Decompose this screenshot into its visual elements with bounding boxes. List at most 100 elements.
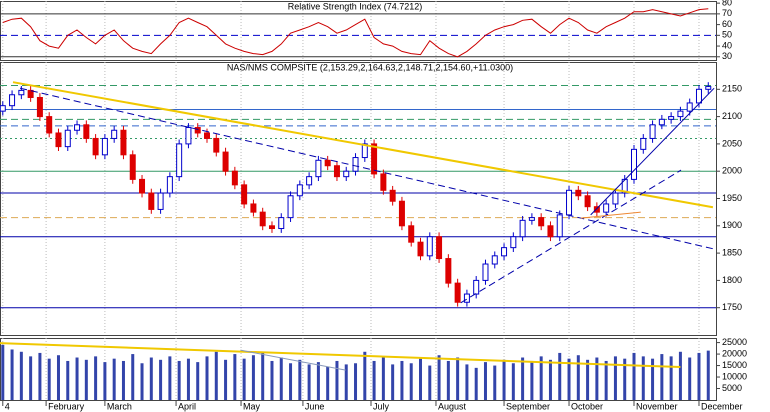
y-tick-label: 2150 (722, 84, 742, 94)
x-tick-label: October (571, 401, 603, 411)
volume-bar (641, 356, 645, 400)
volume-bar (168, 356, 172, 400)
volume-bar (697, 352, 701, 400)
volume-bar (354, 363, 358, 400)
volume-bar (29, 356, 33, 400)
candle-body (603, 203, 610, 213)
candle-body (287, 195, 294, 219)
volume-bar (326, 366, 330, 400)
volume-bar (56, 355, 60, 400)
candle-body (92, 137, 99, 156)
volume-bar (103, 362, 107, 400)
x-tick-label: August (438, 401, 467, 411)
candle-body (83, 124, 90, 139)
volume-bar (632, 352, 636, 400)
trend-line (240, 349, 346, 371)
candle-body (46, 116, 53, 134)
candle-body (268, 225, 275, 230)
volume-bar (548, 359, 552, 400)
volume-bar (706, 350, 710, 400)
y-tick-label: 50 (722, 30, 732, 40)
volume-bar (651, 358, 655, 400)
volume-bar (344, 364, 348, 400)
volume-bar (196, 362, 200, 400)
candle-body (101, 137, 108, 156)
candle-body (55, 132, 62, 148)
candle-body (491, 255, 498, 265)
candle-body (510, 236, 517, 249)
volume-bar (530, 360, 534, 400)
volume-bar (428, 365, 432, 400)
volume-bar (623, 358, 627, 400)
candle-body (463, 293, 470, 303)
volume-bar (186, 358, 190, 400)
x-tick-label: February (48, 401, 85, 411)
candle-body (139, 178, 146, 194)
volume-bar (539, 356, 543, 400)
volume-bar (224, 359, 228, 400)
candle-body (64, 129, 71, 148)
y-tick-label: 1750 (722, 302, 742, 312)
candle-body (640, 137, 647, 150)
volume-bar (335, 360, 339, 400)
candle-body (213, 137, 220, 153)
y-tick-label: 80 (722, 0, 732, 8)
volume-bar (205, 356, 209, 400)
candle-body (120, 129, 127, 156)
volume-bar (576, 355, 580, 400)
y-tick-label: 25000 (722, 337, 747, 347)
candle-body (649, 124, 656, 139)
volume-bar (409, 363, 413, 400)
volume-bar (279, 357, 283, 400)
volume-bar (604, 360, 608, 400)
candle-body (612, 192, 619, 205)
volume-bar (38, 352, 42, 400)
volume-bar (298, 359, 302, 400)
candle-body (417, 241, 424, 257)
candle-body (695, 88, 702, 104)
volume-bar (669, 356, 673, 400)
candle-body (380, 173, 387, 191)
candle-body (556, 214, 563, 238)
candle-body (296, 184, 303, 197)
candle-body (241, 184, 248, 205)
volume-bar (94, 356, 98, 400)
x-tick-label: March (107, 401, 132, 411)
candle-body (18, 89, 25, 96)
candle-body (250, 203, 257, 213)
y-tick-label: 2100 (722, 111, 742, 121)
volume-bar (19, 351, 23, 400)
candle-body (454, 282, 461, 303)
candle-body (194, 127, 201, 134)
volume-bar (307, 364, 311, 400)
y-tick-label: 40 (722, 40, 732, 50)
y-tick-label: 60 (722, 19, 732, 29)
volume-bar (1, 344, 5, 400)
candle-body (111, 129, 118, 139)
candle-body (148, 192, 155, 210)
y-tick-label: 5000 (722, 383, 742, 393)
volume-bar (521, 357, 525, 400)
candle-body (473, 279, 480, 295)
volume-bar (372, 360, 376, 400)
candle-body (315, 159, 322, 178)
candle-body (324, 159, 331, 167)
volume-bar (121, 360, 125, 400)
candle-body (166, 176, 173, 194)
volume-bar (242, 358, 246, 400)
volume-bar (660, 354, 664, 400)
candle-body (584, 195, 591, 208)
volume-bar (511, 363, 515, 400)
candle-body (528, 217, 535, 221)
candle-body (686, 102, 693, 112)
candle-body (0, 105, 6, 112)
y-tick-label: 30 (722, 51, 732, 61)
volume-bar (419, 358, 423, 400)
candle-body (36, 96, 43, 118)
candle-body (575, 189, 582, 197)
candle-body (631, 148, 638, 180)
candle-body (157, 192, 164, 210)
volume-bar (84, 359, 88, 400)
candle-body (259, 211, 266, 227)
